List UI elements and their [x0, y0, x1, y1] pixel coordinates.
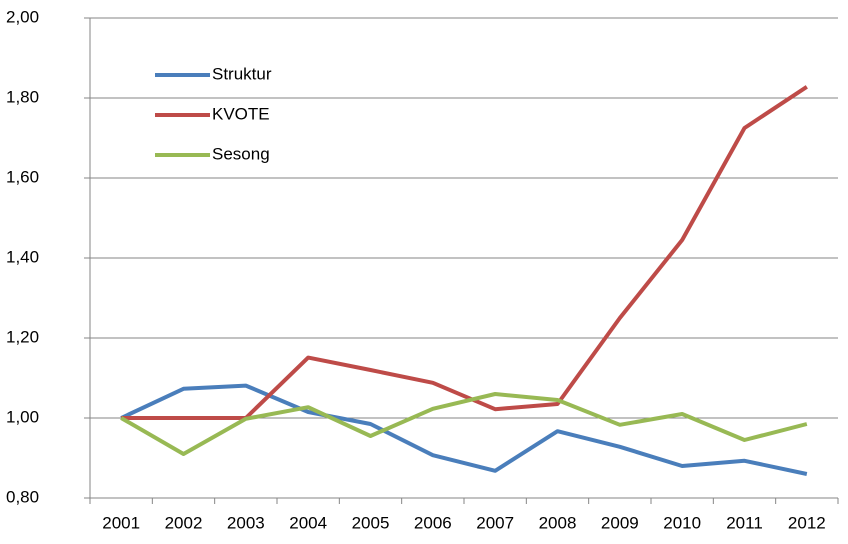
x-tick-label: 2010	[663, 513, 701, 532]
series-line	[121, 85, 808, 420]
series-line	[120, 392, 808, 456]
legend-label: Struktur	[212, 64, 272, 83]
y-tick-label: 0,80	[6, 487, 39, 506]
y-tick-label: 2,00	[6, 7, 39, 26]
x-tick-label: 2003	[227, 513, 265, 532]
y-tick-label: 1,20	[6, 327, 39, 346]
x-tick-label: 2008	[539, 513, 577, 532]
y-tick-label: 1,40	[6, 247, 39, 266]
y-tick-label: 1,80	[6, 87, 39, 106]
x-tick-label: 2009	[601, 513, 639, 532]
series-line	[120, 383, 808, 476]
y-tick-label: 1,60	[6, 167, 39, 186]
y-tick-label: 1,00	[6, 407, 39, 426]
x-tick-label: 2004	[289, 513, 327, 532]
x-tick-label: 2002	[165, 513, 203, 532]
x-tick-label: 2001	[102, 513, 140, 532]
legend-label: Sesong	[212, 144, 270, 163]
x-tick-label: 2007	[476, 513, 514, 532]
x-tick-label: 2005	[352, 513, 390, 532]
legend-label: KVOTE	[212, 104, 270, 123]
x-tick-label: 2006	[414, 513, 452, 532]
x-tick-label: 2011	[726, 513, 763, 532]
x-tick-label: 2012	[788, 513, 826, 532]
